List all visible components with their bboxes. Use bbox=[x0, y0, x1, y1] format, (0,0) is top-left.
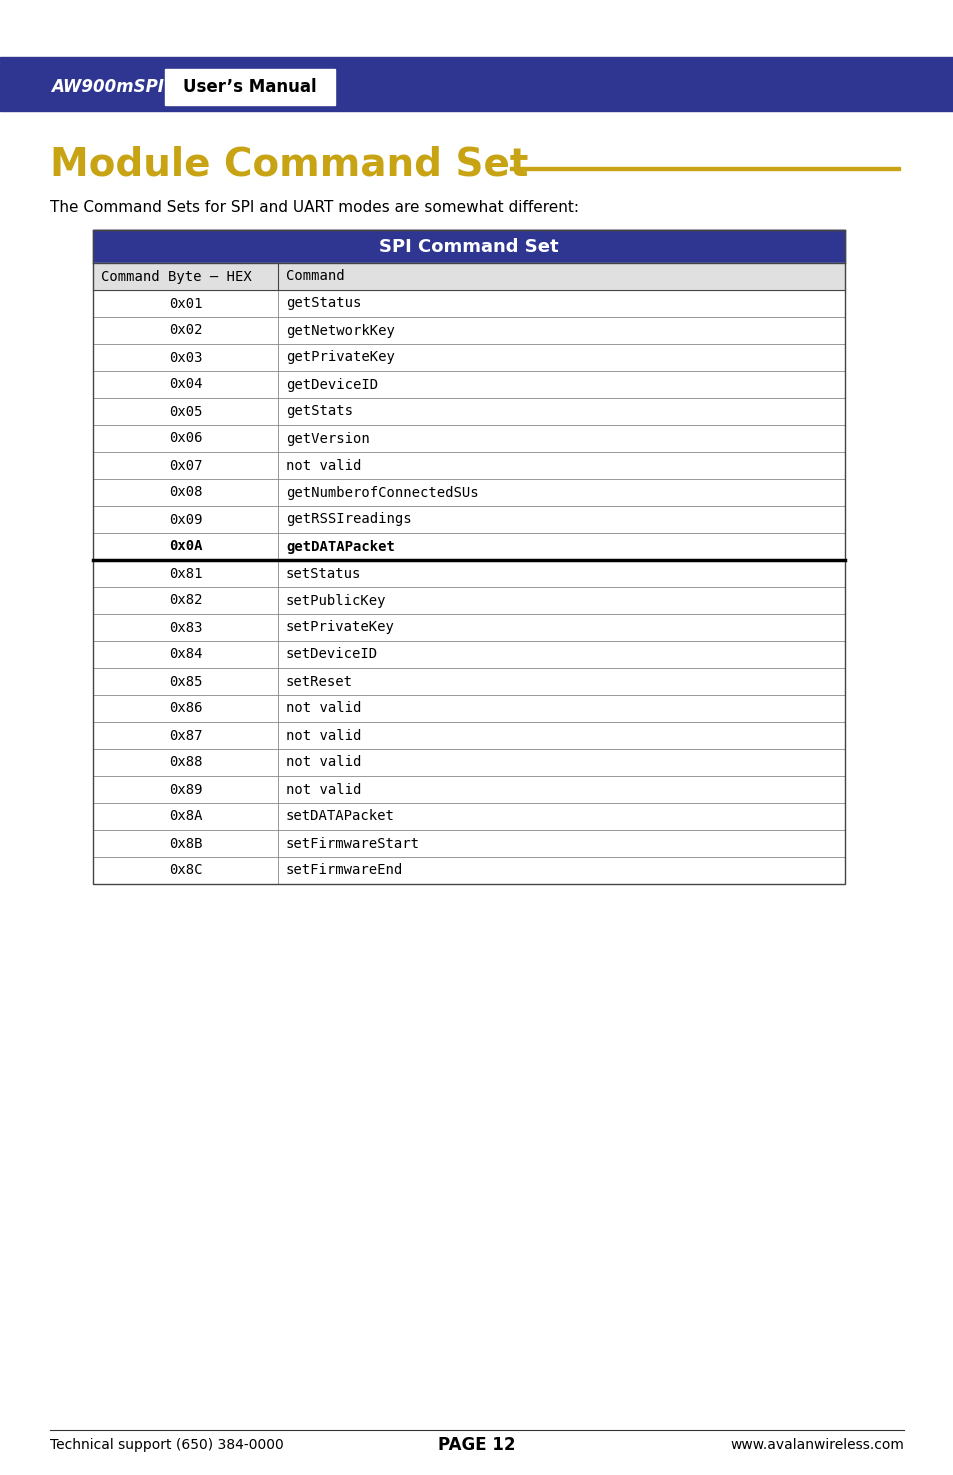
Bar bbox=[92, 372, 844, 398]
Text: 0x87: 0x87 bbox=[169, 729, 202, 742]
Bar bbox=[92, 614, 844, 642]
Text: 0x09: 0x09 bbox=[169, 512, 202, 527]
Text: setStatus: setStatus bbox=[286, 566, 361, 581]
Text: 0x81: 0x81 bbox=[169, 566, 202, 581]
Text: not valid: not valid bbox=[286, 729, 361, 742]
Text: getStatus: getStatus bbox=[286, 296, 361, 311]
Text: 0x02: 0x02 bbox=[169, 323, 202, 338]
Text: getVersion: getVersion bbox=[286, 432, 370, 445]
Bar bbox=[92, 560, 844, 587]
Bar bbox=[92, 830, 844, 857]
Text: Technical support (650) 384-0000: Technical support (650) 384-0000 bbox=[50, 1438, 283, 1451]
Text: SPI Command Set: SPI Command Set bbox=[378, 237, 558, 255]
Text: setFirmwareStart: setFirmwareStart bbox=[286, 836, 419, 851]
Text: getRSSIreadings: getRSSIreadings bbox=[286, 512, 411, 527]
Text: 0x03: 0x03 bbox=[169, 351, 202, 364]
Text: not valid: not valid bbox=[286, 755, 361, 770]
Text: PAGE 12: PAGE 12 bbox=[437, 1437, 516, 1454]
Text: 0x05: 0x05 bbox=[169, 404, 202, 419]
Bar bbox=[92, 506, 844, 532]
Bar bbox=[92, 749, 844, 776]
Bar bbox=[92, 317, 844, 344]
Text: setPrivateKey: setPrivateKey bbox=[286, 621, 395, 634]
Text: The Command Sets for SPI and UART modes are somewhat different:: The Command Sets for SPI and UART modes … bbox=[50, 201, 578, 215]
Text: 0x06: 0x06 bbox=[169, 432, 202, 445]
Text: setReset: setReset bbox=[286, 674, 353, 689]
Text: 0x85: 0x85 bbox=[169, 674, 202, 689]
Text: not valid: not valid bbox=[286, 702, 361, 715]
Bar bbox=[510, 167, 899, 170]
Text: 0x8B: 0x8B bbox=[169, 836, 202, 851]
Bar bbox=[92, 230, 844, 884]
Text: getNumberofConnectedSUs: getNumberofConnectedSUs bbox=[286, 485, 478, 500]
Text: 0x07: 0x07 bbox=[169, 459, 202, 472]
Text: getPrivateKey: getPrivateKey bbox=[286, 351, 395, 364]
Text: getDATAPacket: getDATAPacket bbox=[286, 540, 395, 553]
Text: setPublicKey: setPublicKey bbox=[286, 593, 386, 608]
Text: 0x88: 0x88 bbox=[169, 755, 202, 770]
Bar bbox=[92, 291, 844, 317]
Text: Module Command Set: Module Command Set bbox=[50, 145, 528, 183]
Text: User’s Manual: User’s Manual bbox=[183, 78, 316, 96]
Bar bbox=[92, 587, 844, 614]
Bar bbox=[92, 721, 844, 749]
Text: 0x84: 0x84 bbox=[169, 648, 202, 661]
Bar bbox=[92, 857, 844, 884]
Text: setDATAPacket: setDATAPacket bbox=[286, 810, 395, 823]
Text: AW900mSPI: AW900mSPI bbox=[51, 78, 164, 96]
Text: 0x8A: 0x8A bbox=[169, 810, 202, 823]
Bar bbox=[92, 344, 844, 372]
Bar bbox=[92, 451, 844, 479]
Text: Command Byte – HEX: Command Byte – HEX bbox=[101, 270, 252, 283]
Text: Command: Command bbox=[286, 270, 344, 283]
Text: getStats: getStats bbox=[286, 404, 353, 419]
Text: 0x89: 0x89 bbox=[169, 783, 202, 796]
Bar bbox=[92, 425, 844, 451]
Text: getNetworkKey: getNetworkKey bbox=[286, 323, 395, 338]
Bar bbox=[165, 69, 335, 105]
Text: 0x82: 0x82 bbox=[169, 593, 202, 608]
Text: 0x8C: 0x8C bbox=[169, 863, 202, 878]
Bar bbox=[92, 263, 844, 291]
Bar bbox=[92, 802, 844, 830]
Bar bbox=[92, 479, 844, 506]
Bar bbox=[0, 63, 953, 111]
Text: 0x04: 0x04 bbox=[169, 378, 202, 391]
Text: 0x01: 0x01 bbox=[169, 296, 202, 311]
Bar bbox=[0, 58, 953, 62]
Bar bbox=[92, 398, 844, 425]
Text: not valid: not valid bbox=[286, 783, 361, 796]
Text: 0x86: 0x86 bbox=[169, 702, 202, 715]
Text: www.avalanwireless.com: www.avalanwireless.com bbox=[729, 1438, 903, 1451]
Bar bbox=[92, 668, 844, 695]
Text: 0x83: 0x83 bbox=[169, 621, 202, 634]
Text: 0x0A: 0x0A bbox=[169, 540, 202, 553]
Bar bbox=[92, 532, 844, 560]
Bar bbox=[92, 642, 844, 668]
Text: setDeviceID: setDeviceID bbox=[286, 648, 377, 661]
Bar bbox=[92, 695, 844, 721]
Text: 0x08: 0x08 bbox=[169, 485, 202, 500]
Text: not valid: not valid bbox=[286, 459, 361, 472]
Bar bbox=[92, 776, 844, 802]
Text: getDeviceID: getDeviceID bbox=[286, 378, 377, 391]
Text: setFirmwareEnd: setFirmwareEnd bbox=[286, 863, 403, 878]
Bar bbox=[92, 230, 844, 263]
